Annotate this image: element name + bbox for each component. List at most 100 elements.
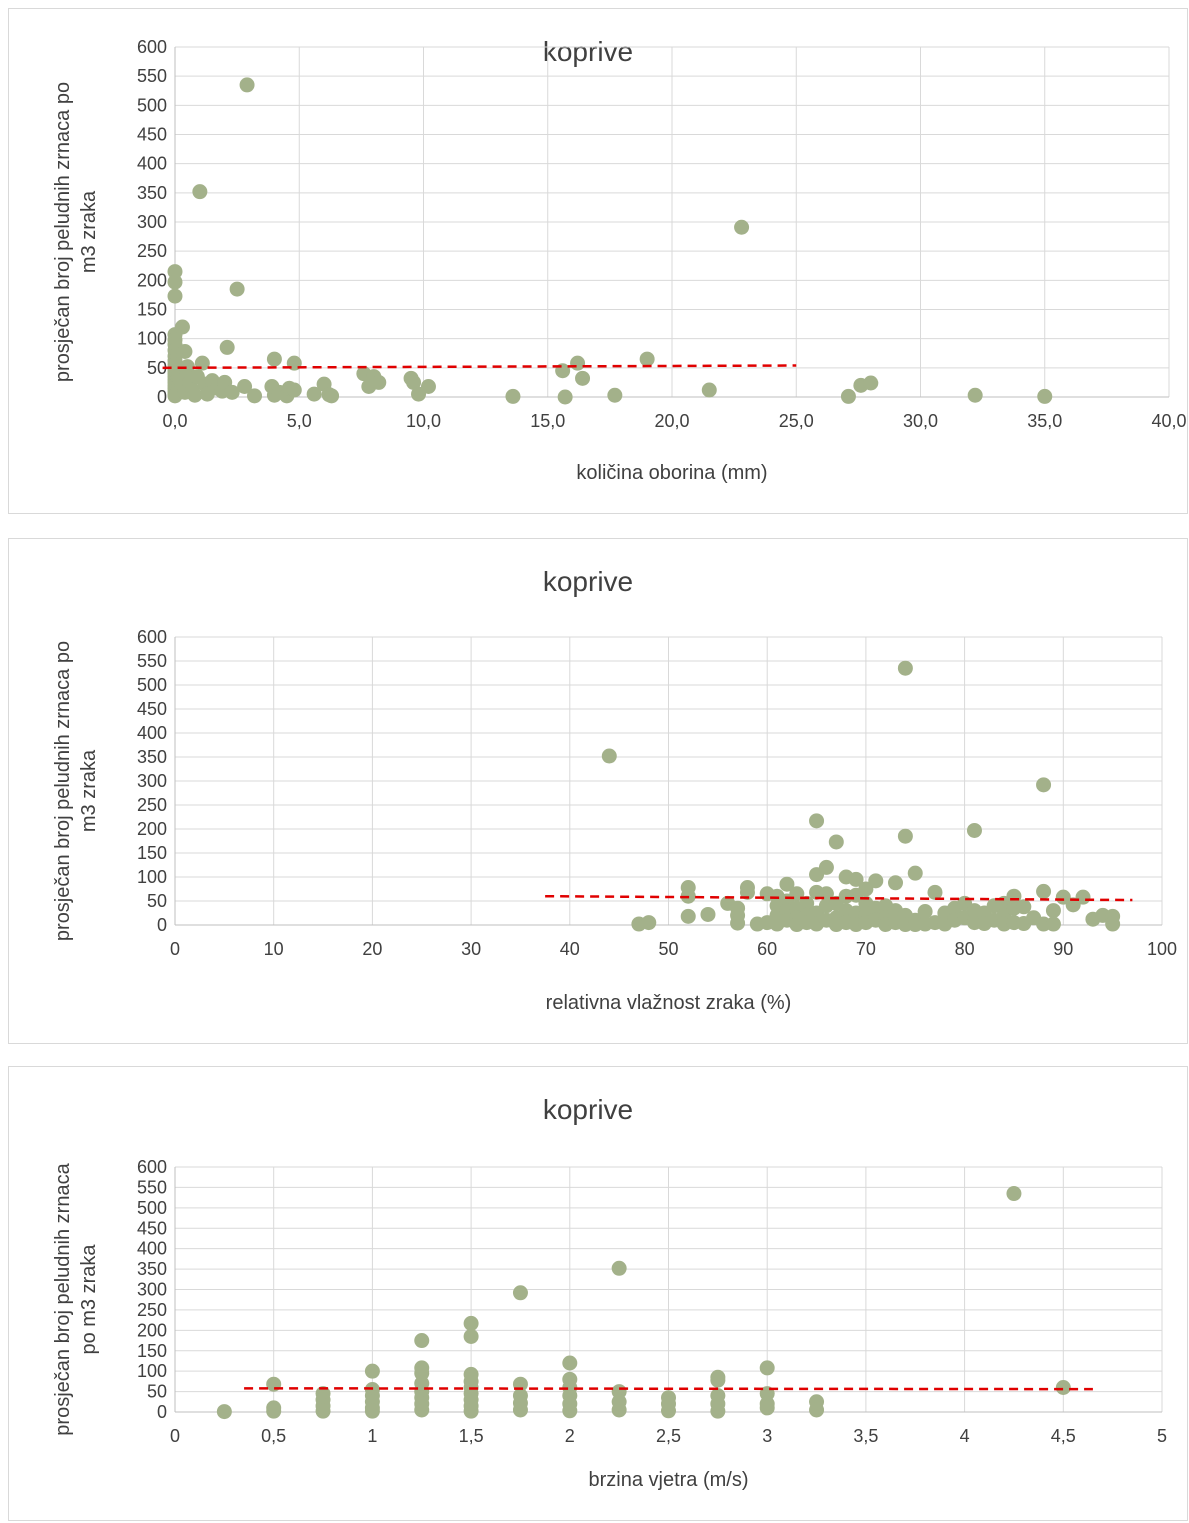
x-tick-label: 100 [1147,939,1177,959]
data-point [809,813,825,829]
chart-svg-precipitation: koprive 0 50 100 150 200 250 300 350 400 450 500 550… [52,36,1187,484]
data-point [505,388,521,404]
data-point [414,1402,430,1418]
data-point [286,382,302,398]
data-point [700,906,716,922]
x-tick-label: 0 [170,1426,180,1446]
data-point [661,1403,676,1419]
y-tick-label: 250 [137,241,167,261]
data-point [730,915,746,931]
y-tick-label: 600 [137,37,167,57]
data-point [512,1402,528,1418]
data-point [710,1372,726,1388]
data-point [739,884,755,900]
data-point [611,1260,627,1276]
x-tick-label: 3 [762,1426,772,1446]
x-tick-label: 4 [960,1426,970,1446]
trendline [162,364,797,370]
data-point [229,281,245,297]
data-point [1037,388,1053,404]
data-point [557,389,573,405]
data-point [463,1328,479,1344]
chart-title: koprive [543,36,633,67]
x-tick-label: 2,5 [656,1426,681,1446]
data-point [420,379,436,394]
data-point [237,379,253,394]
x-tick-label: 20 [362,939,382,959]
data-point [863,375,879,391]
y-tick-label: 100 [137,1361,167,1381]
data-point [512,1285,528,1301]
data-point [1055,1380,1071,1395]
y-tick-label: 50 [147,1382,167,1402]
x-tick-label: 4,5 [1051,1426,1076,1446]
data-point [818,859,834,875]
y-tick-label: 450 [137,699,167,719]
y-tick-label: 400 [137,1239,167,1259]
data-point [639,351,655,367]
y-tick-label: 150 [137,300,167,320]
x-tick-label: 25,0 [779,411,814,431]
x-tick-label: 80 [955,939,975,959]
data-point [167,288,183,304]
data-point [575,370,591,386]
data-point [224,384,240,400]
x-tick-label: 10,0 [406,411,441,431]
x-tick-label: 1,5 [459,1426,484,1446]
data-point [1105,916,1121,932]
data-point [266,351,282,367]
chart-panel-humidity: koprive 0 50 100 150 200 250 300 350 400 450 500 550… [8,538,1188,1044]
y-tick-label: 400 [137,723,167,743]
data-point [266,1403,282,1419]
y-tick-label: 250 [137,1300,167,1320]
y-tick-label: 250 [137,795,167,815]
y-tick-label: 150 [137,1341,167,1361]
y-axis-label-line: po m3 zraka [78,1244,100,1355]
y-tick-label: 150 [137,843,167,863]
data-point [611,1402,627,1418]
y-axis-label-line: prosječan broj peludnih zrnaca [52,1162,74,1435]
y-tick-label: 0 [157,387,167,407]
data-point [701,382,717,398]
data-point [967,387,983,403]
data-point [601,748,617,764]
data-point [306,386,322,402]
x-tick-label: 3,5 [853,1426,878,1446]
data-point [1036,777,1052,793]
y-tick-label: 500 [137,675,167,695]
y-tick-label: 300 [137,212,167,232]
data-point [897,660,913,676]
data-point [247,388,263,404]
y-axis-label: prosječan broj peludnih zrnaca po m3 zrak… [52,1162,100,1435]
data-point [562,1403,578,1419]
x-tick-label: 40 [560,939,580,959]
data-point [364,1403,380,1419]
data-point [1045,903,1061,919]
data-point [562,1355,578,1371]
data-point [216,1404,232,1420]
y-tick-label: 200 [137,270,167,290]
y-tick-label: 500 [137,1198,167,1218]
x-axis-label: relativna vlažnost zraka (%) [546,992,792,1014]
data-point [187,387,203,403]
y-tick-label: 600 [137,1157,167,1177]
data-point [463,1403,479,1419]
y-tick-label: 200 [137,819,167,839]
y-tick-label: 100 [137,867,167,887]
data-point [799,895,815,911]
y-tick-label: 300 [137,771,167,791]
data-point [324,388,340,404]
y-tick-label: 0 [157,1402,167,1422]
y-tick-label: 550 [137,66,167,86]
data-point [641,915,657,931]
y-axis-label-line: m3 zraka [78,190,100,273]
data-point [1045,916,1061,932]
y-tick-label: 450 [137,125,167,145]
data-point [414,1333,430,1349]
chart-panel-wind: koprive 0 50 100 150 200 250 300 350 400 450 500 550… [8,1066,1188,1521]
x-axis-label: količina oborina (mm) [576,462,767,484]
x-tick-label: 0,0 [162,411,187,431]
y-axis-label-line: m3 zraka [78,749,100,832]
data-point [167,264,183,280]
data-point [680,908,696,924]
